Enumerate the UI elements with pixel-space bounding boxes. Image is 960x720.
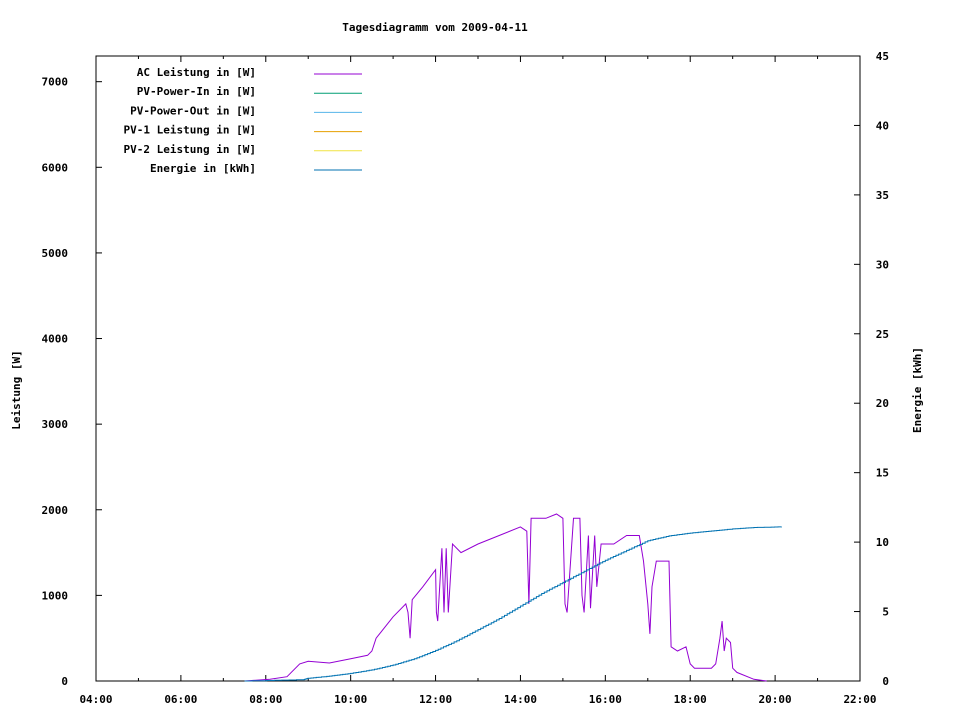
y2-tick-label: 15: [876, 467, 889, 480]
y-tick-label: 3000: [42, 418, 69, 431]
legend: AC Leistung in [W] PV-Power-In in [W] PV-P…: [124, 66, 362, 175]
y2-tick-label: 10: [876, 536, 889, 549]
y2-tick-label: 0: [882, 675, 889, 688]
y2-axis-label: Energie [kWh]: [911, 347, 924, 433]
legend-label: Energie in [kWh]: [150, 162, 256, 175]
legend-label: AC Leistung in [W]: [137, 66, 256, 79]
y-tick-label: 4000: [42, 333, 69, 346]
y-tick-label: 7000: [42, 76, 69, 89]
legend-label: PV-Power-In in [W]: [137, 85, 256, 98]
y-tick-label: 0: [61, 675, 68, 688]
x-tick-label: 14:00: [504, 693, 537, 706]
x-tick-label: 20:00: [759, 693, 792, 706]
legend-label: PV-2 Leistung in [W]: [124, 143, 256, 156]
series-line: [244, 513, 767, 682]
y-axis-label: Leistung [W]: [10, 350, 23, 429]
x-tick-label: 18:00: [674, 693, 707, 706]
y-tick-label: 5000: [42, 247, 69, 260]
x-tick-label: 22:00: [843, 693, 876, 706]
y2-tick-label: 35: [876, 189, 889, 202]
y2-tick-label: 40: [876, 119, 889, 132]
y2-tick-label: 20: [876, 397, 889, 410]
series-group: [244, 513, 782, 682]
legend-label: PV-Power-Out in [W]: [130, 104, 256, 117]
axis-ticks: 04:00 06:00 08:00 10:00 12:00 14:00 16:00 18:00…: [42, 50, 890, 706]
y2-tick-label: 25: [876, 328, 889, 341]
y2-tick-label: 30: [876, 258, 889, 271]
x-tick-label: 06:00: [164, 693, 197, 706]
x-tick-label: 10:00: [334, 693, 367, 706]
y-tick-label: 1000: [42, 589, 69, 602]
legend-label: PV-1 Leistung in [W]: [124, 124, 256, 137]
y-tick-label: 6000: [42, 161, 69, 174]
x-tick-label: 12:00: [419, 693, 452, 706]
y2-tick-label: 45: [876, 50, 889, 63]
x-tick-label: 08:00: [249, 693, 282, 706]
chart-title: Tagesdiagramm vom 2009-04-11: [342, 21, 528, 34]
x-tick-label: 16:00: [589, 693, 622, 706]
y2-tick-label: 5: [882, 606, 889, 619]
x-tick-label: 04:00: [79, 693, 112, 706]
series-line: [244, 526, 782, 682]
y-tick-label: 2000: [42, 504, 69, 517]
